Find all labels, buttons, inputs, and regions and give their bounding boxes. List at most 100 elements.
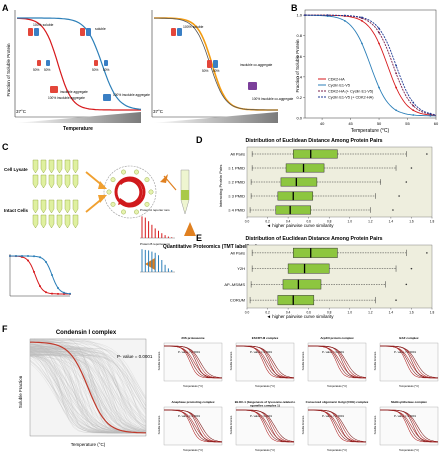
f-small-pval-0: P- value < 0.0001 xyxy=(178,350,200,354)
d-category-0: All Pairs xyxy=(230,152,245,157)
d-tick-label-8: 1.6 xyxy=(409,220,414,224)
lysate-tube xyxy=(32,174,39,189)
e-category-1: Y2H xyxy=(237,266,245,271)
f-small-ylabel-2: Soluble Fraction xyxy=(301,351,305,370)
panel-e-xlabel: ◄ higher pairwise curve similarity xyxy=(267,314,335,319)
wheel-tube xyxy=(121,169,126,175)
panel-a-blue-curve xyxy=(17,17,142,110)
panel-b-ytick-label-4: 0.8 xyxy=(296,33,302,38)
panel-e-plot: 0.0 0.2 0.4 0.6 0.8 1.0 1.2 1.4 1.6 1.8 All Pairs Y… xyxy=(224,244,435,315)
f-small-plot-4: Anaphase promoting complex P- value = 0.0… xyxy=(157,400,223,452)
f-small-pval-7: P- value = 0.0001 xyxy=(394,414,416,418)
panel-d-letter: D xyxy=(196,135,203,145)
f-background-curve xyxy=(30,347,147,415)
f-small-xlabel-3: Temperature [°C] xyxy=(399,384,419,388)
e-tick-label-4: 0.8 xyxy=(327,311,332,315)
tube-array xyxy=(32,159,79,229)
f-small-xlabel-7: Temperature [°C] xyxy=(399,448,419,452)
panel-a-red-curve xyxy=(16,17,141,111)
e-tick-label-3: 0.6 xyxy=(306,311,311,315)
f-small-plot-0: 20S proteasome P- value < 0.0001 Temperatu… xyxy=(157,336,223,388)
wheel-tube xyxy=(110,201,116,207)
panel-f-small-grid: 20S proteasome P- value < 0.0001 Temperatu… xyxy=(157,336,439,452)
f-small-xlabel-0: Temperature [°C] xyxy=(183,384,203,388)
panel-b: B Fraction of Soluble Protein 0.00.20.40… xyxy=(291,3,439,134)
intact-cells-label: Intact Cells xyxy=(4,208,29,213)
e-box-1 xyxy=(287,263,330,274)
label-a-2: soluble xyxy=(95,27,106,31)
lysate-tube xyxy=(48,159,55,174)
spectrum-protein-a xyxy=(140,216,175,239)
f-background-curve xyxy=(30,338,147,401)
f-main-complex-curve xyxy=(30,341,146,434)
panel-d-title: Distribution of Euclidean Distance Among… xyxy=(245,138,382,144)
f-background-curve xyxy=(29,355,147,428)
f-small-plot-1: ESCRT-III complex P- value = 0.0001 Temper… xyxy=(229,336,295,388)
protein-a-label: Protein A reporter ions xyxy=(140,208,170,212)
panel-f-main-plot xyxy=(29,338,147,437)
panel-f-main-pval: P- value = 0.0001 xyxy=(117,354,153,359)
f-background-curve xyxy=(29,359,147,434)
panel-b-point-3-6 xyxy=(412,101,415,104)
f-small-curve xyxy=(380,345,439,378)
d-tick-label-1: 0.2 xyxy=(265,220,270,224)
f-background-curve xyxy=(30,347,147,433)
d-outlier-0 xyxy=(426,153,428,155)
panel-a-ylabel: Fraction of Soluble Protein xyxy=(6,43,11,97)
f-small-title-5: BLOC-1 (biogenesis of lysosome-related o xyxy=(235,400,296,404)
panel-b-legend: CDK2-HA Cyclin E1-V5 CDK2-HA (+ Cyclin E… xyxy=(318,78,374,100)
f-background-curve xyxy=(29,351,147,427)
f-small-ylabel-5: Soluble Fraction xyxy=(229,415,233,434)
panel-f: F Condensin I complex P- value = 0.0001 … xyxy=(2,324,439,452)
panel-f-main-title: Condensin I complex xyxy=(56,330,117,336)
f-background-curve xyxy=(29,348,147,411)
cell-tube xyxy=(64,214,71,229)
panel-b-point-2-5 xyxy=(395,72,398,75)
f-small-curve xyxy=(308,409,367,442)
label-a-6: 50% xyxy=(103,68,110,72)
e-tick-label-9: 1.8 xyxy=(430,311,435,315)
cell-tube xyxy=(72,214,79,229)
panel-f-main-xlabel: Temperature (°C) xyxy=(71,442,106,447)
f-background-curve xyxy=(29,351,147,424)
lysate-tube xyxy=(56,159,63,174)
d-tick-label-2: 0.4 xyxy=(286,220,291,224)
panel-b-series-3 xyxy=(305,14,437,116)
d-outlier-3 xyxy=(398,195,400,197)
e-category-3: CORUM xyxy=(230,298,245,303)
f-small-frame-3 xyxy=(379,342,439,382)
f-small-plot-5: BLOC-1 (biogenesis of lysosome-related o… xyxy=(229,400,295,452)
panel-d: D Distribution of Euclidean Distance Amo… xyxy=(196,135,434,228)
f-small-xlabel-4: Temperature [°C] xyxy=(183,448,203,452)
panel-b-point-2-6 xyxy=(412,104,415,107)
label-ar-1: 100% soluble xyxy=(183,25,203,29)
d-category-4: ≥ 4 PMID xyxy=(228,208,245,213)
f-small-title-7: Multisynthetase complex xyxy=(391,400,427,404)
lysate-tube xyxy=(72,159,79,174)
protein-icons-right xyxy=(171,28,257,90)
cell-tube xyxy=(40,199,47,214)
wheel-tube xyxy=(134,169,139,175)
f-small-title-6: Conserved oligomeric Golgi (COG) complex xyxy=(306,400,369,404)
d-tick-label-7: 1.4 xyxy=(389,220,394,224)
legend-b-3: CDK2-HA (+ Cyclin E1-V5) xyxy=(328,90,374,94)
d-box-0 xyxy=(293,149,338,159)
d-box-4 xyxy=(275,205,311,215)
panel-b-point-1-2 xyxy=(343,19,346,22)
label-a-7: 100% insoluble aggregate xyxy=(48,96,85,100)
f-small-curve xyxy=(236,345,295,378)
panel-b-point-1-7 xyxy=(429,114,432,117)
e-category-2: AP–MS/MS xyxy=(224,282,245,287)
e-tick-label-2: 0.4 xyxy=(286,311,291,315)
label-a-1: 100% soluble xyxy=(33,23,53,27)
panel-d-xlabel: ◄ higher pairwise curve similarity xyxy=(267,223,335,228)
c-point xyxy=(33,270,35,273)
d-category-1: ≥ 1 PMID xyxy=(228,166,245,171)
cell-tube xyxy=(56,199,63,214)
panel-a-letter: A xyxy=(2,3,9,13)
e-tick-label-0: 0.0 xyxy=(245,311,250,315)
d-tick-label-4: 0.8 xyxy=(327,220,332,224)
d-outlier-1 xyxy=(410,167,413,169)
